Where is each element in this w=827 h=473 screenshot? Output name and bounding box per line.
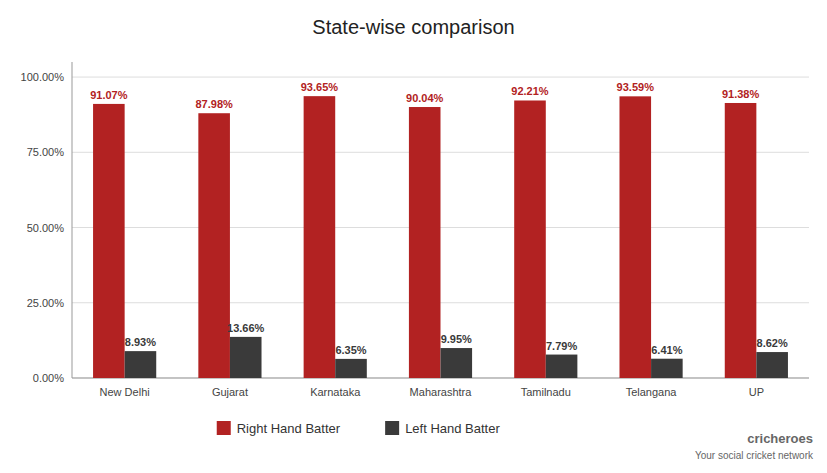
bar (514, 100, 546, 378)
data-label: 91.07% (90, 89, 128, 101)
bar (93, 104, 125, 378)
legend: Right Hand Batter Left Hand Batter (217, 421, 501, 436)
chart: State-wise comparison 0.00% 25.00% 50.00% 75… (0, 0, 827, 473)
data-label: 90.04% (406, 92, 444, 104)
data-label: 8.93% (125, 336, 156, 348)
data-label: 93.59% (617, 81, 655, 93)
annotation: Your social cricket network (695, 450, 814, 461)
data-label: 91.38% (722, 88, 760, 100)
legend-swatch (385, 421, 399, 435)
title: State-wise comparison (312, 16, 514, 38)
y-tick-label: 50.00% (27, 222, 65, 234)
bars (93, 96, 788, 378)
x-tick-label: New Delhi (100, 386, 150, 398)
data-label: 92.21% (511, 85, 549, 97)
legend-swatch (217, 421, 231, 435)
x-tick-label: Gujarat (212, 386, 248, 398)
y-axis-line (72, 62, 73, 378)
data-label: 93.65% (301, 81, 339, 93)
data-label: 87.98% (195, 98, 233, 110)
x-tick-label: Maharashtra (410, 386, 473, 398)
data-label: 6.35% (335, 344, 366, 356)
legend-label: Right Hand Batter (237, 421, 341, 436)
bar (198, 113, 230, 378)
bar (651, 359, 683, 378)
data-labels: 91.07% 87.98% 93.65% 90.04% 92.21% 93.59% 91.3… (90, 81, 788, 356)
bar (335, 359, 367, 378)
bar (441, 348, 473, 378)
bar (125, 351, 157, 378)
y-tick-label: 100.00% (21, 71, 65, 83)
bar (304, 96, 336, 378)
annotation: cricheroes (747, 431, 813, 446)
data-label: 8.62% (757, 337, 788, 349)
y-tick-label: 0.00% (33, 372, 64, 384)
data-label: 7.79% (546, 340, 577, 352)
bar (230, 337, 262, 378)
bar (546, 355, 578, 378)
data-label: 9.95% (441, 333, 472, 345)
x-tick-label: Karnataka (310, 386, 361, 398)
bar (725, 103, 757, 378)
grid-line (72, 77, 809, 78)
bar (619, 96, 651, 378)
bar (409, 107, 441, 378)
data-label: 6.41% (651, 344, 682, 356)
x-tick-label: UP (749, 386, 764, 398)
legend-label: Left Hand Batter (405, 421, 500, 436)
data-label: 13.66% (227, 322, 265, 334)
x-tick-label: Tamilnadu (521, 386, 571, 398)
bar (756, 352, 788, 378)
annotations: cricheroes Your social cricket network (695, 431, 814, 461)
y-tick-label: 25.00% (27, 297, 65, 309)
y-axis: 0.00% 25.00% 50.00% 75.00% 100.00% (21, 62, 809, 384)
y-tick-label: 75.00% (27, 146, 65, 158)
x-axis: New Delhi Gujarat Karnataka Maharashtra Tami… (100, 386, 764, 398)
x-tick-label: Telangana (626, 386, 678, 398)
